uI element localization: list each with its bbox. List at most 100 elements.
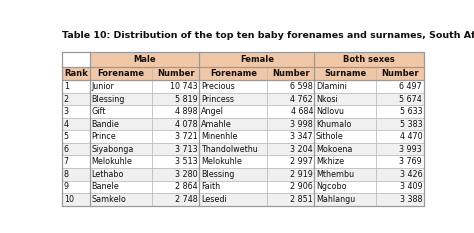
Bar (90, 67, 152, 80)
Text: 2 919: 2 919 (290, 170, 313, 179)
Bar (267, 80, 315, 93)
Bar (315, 193, 376, 206)
Bar (62, 93, 90, 105)
Bar (267, 181, 315, 193)
Bar (90, 168, 152, 181)
Bar (200, 193, 267, 206)
Bar (315, 52, 424, 67)
Bar (200, 118, 267, 130)
Text: 3 204: 3 204 (291, 145, 313, 154)
Bar (62, 67, 90, 80)
Bar (62, 181, 90, 193)
Bar (90, 181, 152, 193)
Text: Prince: Prince (91, 132, 117, 141)
Text: Lesedi: Lesedi (201, 195, 227, 204)
Text: Forename: Forename (210, 69, 257, 78)
Bar (267, 93, 315, 105)
Bar (376, 168, 424, 181)
Bar (90, 93, 152, 105)
Text: 3: 3 (64, 107, 69, 116)
Text: 4: 4 (64, 120, 69, 129)
Bar (315, 93, 376, 105)
Bar (200, 181, 267, 193)
Bar (90, 193, 152, 206)
Bar (315, 155, 376, 168)
Text: 3 409: 3 409 (400, 182, 422, 191)
Bar (200, 130, 267, 143)
Bar (267, 93, 315, 105)
Bar (90, 193, 152, 206)
Bar (376, 168, 424, 181)
Text: Minenhle: Minenhle (201, 132, 237, 141)
Bar (376, 181, 424, 193)
Text: Khumalo: Khumalo (316, 120, 351, 129)
Bar (152, 181, 200, 193)
Bar (200, 67, 267, 80)
Bar (62, 168, 90, 181)
Bar (90, 93, 152, 105)
Bar (200, 130, 267, 143)
Text: 10: 10 (64, 195, 73, 204)
Bar (62, 118, 90, 130)
Bar (267, 67, 315, 80)
Bar (62, 52, 90, 67)
Text: 3 388: 3 388 (400, 195, 422, 204)
Bar (267, 80, 315, 93)
Text: 9: 9 (64, 182, 69, 191)
Bar (376, 67, 424, 80)
Text: Mthembu: Mthembu (316, 170, 354, 179)
Bar (376, 118, 424, 130)
Bar (315, 118, 376, 130)
Bar (90, 118, 152, 130)
Bar (315, 181, 376, 193)
Bar (267, 168, 315, 181)
Bar (376, 93, 424, 105)
Bar (267, 143, 315, 155)
Text: 2 748: 2 748 (175, 195, 198, 204)
Bar (152, 130, 200, 143)
Bar (200, 80, 267, 93)
Bar (62, 118, 90, 130)
Bar (200, 143, 267, 155)
Bar (62, 93, 90, 105)
Text: Lethabo: Lethabo (91, 170, 124, 179)
Text: Bandie: Bandie (91, 120, 119, 129)
Text: Forename: Forename (98, 69, 145, 78)
Text: Junior: Junior (91, 82, 115, 91)
Bar (62, 80, 90, 93)
Text: Melokuhle: Melokuhle (201, 157, 242, 166)
Bar (152, 118, 200, 130)
Bar (90, 155, 152, 168)
Bar (90, 52, 200, 67)
Text: Blessing: Blessing (91, 95, 125, 104)
Text: 4 470: 4 470 (400, 132, 422, 141)
Text: 7: 7 (64, 157, 69, 166)
Bar (62, 130, 90, 143)
Bar (315, 193, 376, 206)
Bar (267, 118, 315, 130)
Bar (315, 67, 376, 80)
Text: 6: 6 (64, 145, 69, 154)
Bar (62, 52, 90, 67)
Bar (200, 143, 267, 155)
Bar (267, 105, 315, 118)
Bar (315, 105, 376, 118)
Bar (152, 193, 200, 206)
Bar (315, 143, 376, 155)
Text: Precious: Precious (201, 82, 235, 91)
Bar (376, 143, 424, 155)
Bar (90, 130, 152, 143)
Bar (315, 80, 376, 93)
Bar (62, 130, 90, 143)
Bar (200, 105, 267, 118)
Bar (200, 155, 267, 168)
Text: 5: 5 (64, 132, 69, 141)
Bar (267, 155, 315, 168)
Text: 5 383: 5 383 (400, 120, 422, 129)
Bar (315, 155, 376, 168)
Bar (62, 193, 90, 206)
Bar (90, 105, 152, 118)
Text: Male: Male (134, 55, 156, 64)
Bar (376, 67, 424, 80)
Text: 8: 8 (64, 170, 69, 179)
